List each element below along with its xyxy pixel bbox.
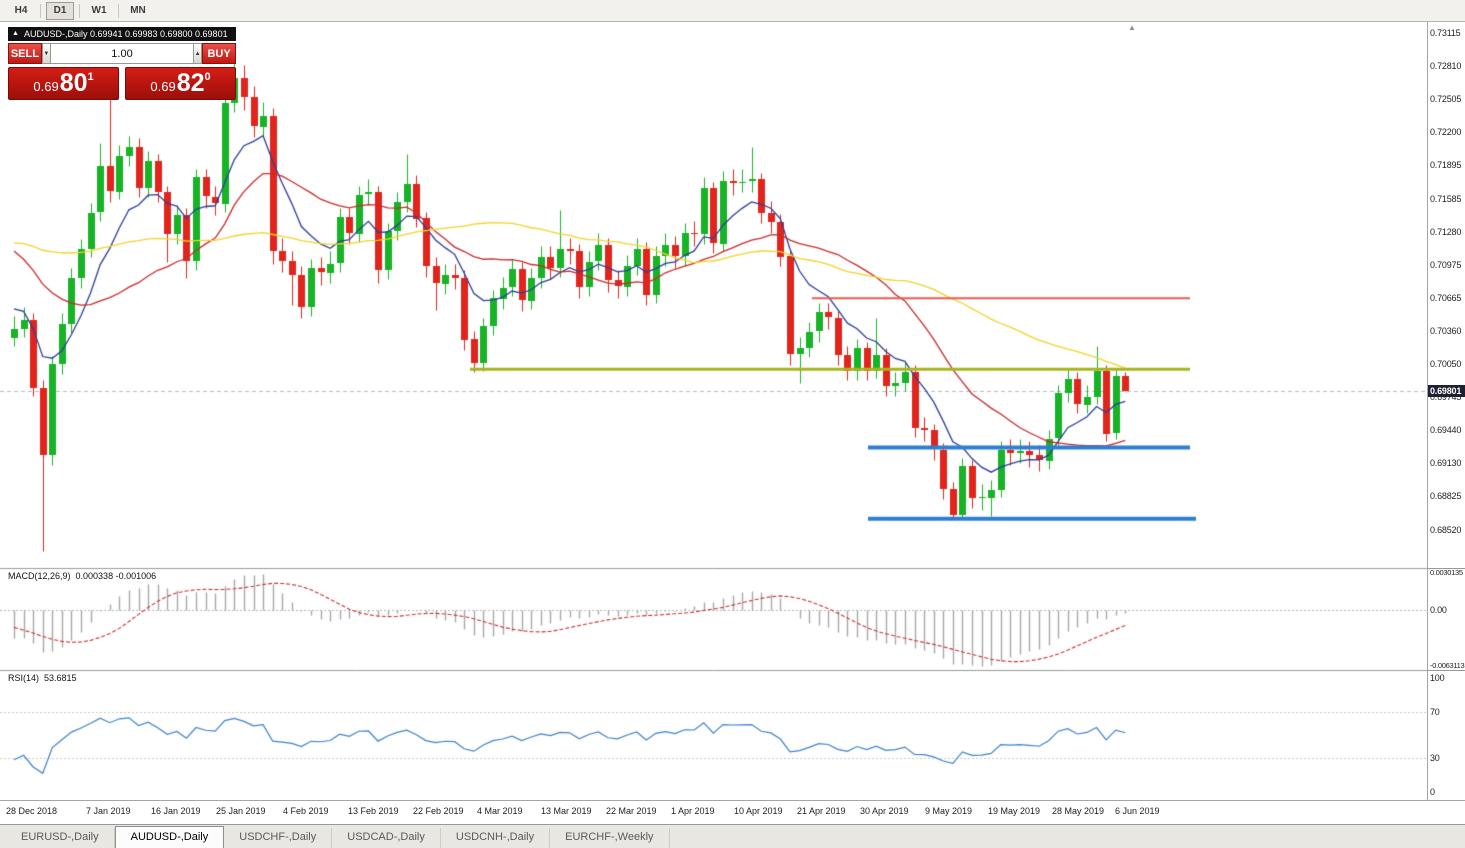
bid-pip-fraction: 1 [87,71,94,83]
date-axis-label: 25 Jan 2019 [216,806,266,816]
axis-scale-label: 0.70975 [1430,259,1462,270]
axis-scale-label: 0.70665 [1430,292,1462,303]
date-axis-label: 7 Jan 2019 [86,806,131,816]
chart-tab-audusd-daily[interactable]: AUDUSD-,Daily [114,826,225,848]
axis-scale-label: 0.71895 [1430,160,1462,171]
timeframe-button-w1[interactable]: W1 [85,2,113,20]
date-axis-label: 22 Mar 2019 [606,806,657,816]
bid-price-display[interactable]: 0.69 80 1 [8,67,119,100]
bid-big-digits: 80 [59,69,88,97]
macd-name: MACD(12,26,9) [8,571,71,581]
rsi-name: RSI(14) [8,673,40,683]
order-entry-row: SELL ▼ ▲ BUY [8,43,236,64]
chart-ohlc-title: AUDUSD-,Daily 0.69941 0.69983 0.69800 0.… [23,29,228,39]
timeframe-toolbar: H4 D1 W1 MN [0,0,1465,22]
volume-decrease-button[interactable]: ▼ [41,43,51,64]
ask-prefix: 0.69 [150,79,176,94]
axis-scale-label: 0.72505 [1430,94,1462,105]
ask-pip-fraction: 0 [204,71,211,83]
one-click-trading-panel: ▲ AUDUSD-,Daily 0.69941 0.69983 0.69800 … [8,27,236,100]
axis-scale-label: 0.72810 [1430,61,1462,72]
ask-big-digits: 82 [176,69,205,97]
volume-increase-button[interactable]: ▲ [193,43,203,64]
volume-input[interactable] [51,43,193,64]
axis-scale-label: 0.69130 [1430,458,1462,469]
time-axis[interactable]: 28 Dec 2018 7 Jan 2019 16 Jan 2019 25 Jan 2… [0,800,1465,824]
date-axis-label: 22 Feb 2019 [413,806,464,816]
pane-divider [1428,670,1465,671]
chart-tab-usdcad-daily[interactable]: USDCAD-,Daily [332,828,441,848]
date-axis-label: 4 Mar 2019 [477,806,523,816]
toolbar-separator [40,3,41,18]
axis-scale-label: 0.68825 [1430,491,1462,502]
timeframe-button-d1[interactable]: D1 [46,1,74,20]
ask-price-display[interactable]: 0.69 82 0 [125,67,236,100]
date-axis-label: 28 Dec 2018 [6,806,58,816]
axis-scale-label: 0.0030135 [1430,568,1463,577]
date-axis-label: 4 Feb 2019 [283,806,329,816]
axis-scale-label: 100 [1430,673,1445,683]
chart-tab-eurchf-weekly[interactable]: EURCHF-,Weekly [550,828,670,848]
chart-shift-marker-icon: ▲ [1128,23,1136,32]
macd-pane-label: MACD(12,26,9) 0.000338 -0.001006 [8,571,161,581]
date-axis-label: 16 Jan 2019 [151,806,201,816]
current-price-tag: 0.69801 [1428,385,1465,398]
axis-scale-label: 0.71585 [1430,193,1462,204]
chart-workspace: ▲ ▲ AUDUSD-,Daily 0.69941 0.69983 0.6980… [0,22,1465,824]
date-axis-label: 21 Apr 2019 [797,806,846,816]
date-axis-label: 28 May 2019 [1052,806,1105,816]
date-axis-label: 30 Apr 2019 [860,806,909,816]
buy-button[interactable]: BUY [202,43,236,64]
axis-scale-label: 0.72200 [1430,127,1462,138]
timeframe-button-mn[interactable]: MN [124,2,152,20]
axis-scale-label: 30 [1430,752,1440,763]
axis-scale-label: 0.70360 [1430,325,1462,336]
axis-scale-label: 0.70050 [1430,359,1462,369]
date-axis-label: 1 Apr 2019 [671,806,715,816]
axis-scale-label: 0.69440 [1430,425,1462,436]
price-display-row: 0.69 80 1 0.69 82 0 [8,67,236,100]
chart-tab-eurusd-daily[interactable]: EURUSD-,Daily [6,828,115,848]
axis-scale-label: 0.71280 [1430,226,1462,237]
axis-scale-label: 0.68520 [1430,524,1462,535]
date-axis-label: 10 Apr 2019 [734,806,783,816]
axis-scale-label: 0.00 [1430,605,1447,616]
date-axis-label: 19 May 2019 [988,806,1041,816]
price-chart-canvas[interactable] [0,22,1427,800]
rsi-pane-label: RSI(14) 53.6815 [8,673,82,683]
collapse-icon[interactable]: ▲ [12,30,19,37]
sell-button[interactable]: SELL [8,43,42,64]
date-axis-label: 6 Jun 2019 [1115,806,1160,816]
price-axis[interactable]: 0.73115 0.72810 0.72505 0.72200 0.71895 0.715… [1427,22,1465,800]
axis-scale-label: 70 [1430,707,1440,718]
chart-tab-usdcnh-daily[interactable]: USDCNH-,Daily [441,828,551,848]
pane-divider [1428,568,1465,569]
date-axis-label: 9 May 2019 [925,806,973,816]
chart-tab-usdchf-daily[interactable]: USDCHF-,Daily [224,828,333,848]
timeframe-button-h4[interactable]: H4 [7,2,35,20]
date-axis-label: 13 Feb 2019 [348,806,399,816]
axis-scale-label: -0.0063113 [1430,661,1465,670]
toolbar-separator [79,3,80,18]
axis-scale-label: 0 [1430,787,1435,797]
date-axis-label: 13 Mar 2019 [541,806,592,816]
rsi-value: 53.6815 [44,673,77,683]
bid-prefix: 0.69 [33,79,59,94]
axis-scale-label: 0.73115 [1430,28,1461,38]
macd-values: 0.000338 -0.001006 [75,571,157,581]
one-click-panel-header[interactable]: ▲ AUDUSD-,Daily 0.69941 0.69983 0.69800 … [8,27,236,41]
chart-tab-bar: EURUSD-,Daily AUDUSD-,Daily USDCHF-,Daily U… [0,824,1465,848]
toolbar-separator [118,3,119,18]
